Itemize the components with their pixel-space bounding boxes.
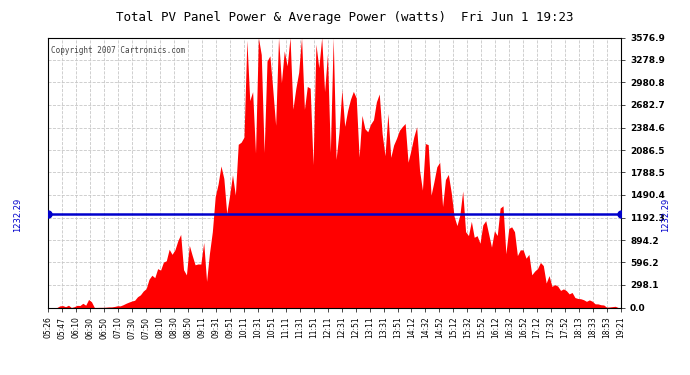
Text: Copyright 2007 Cartronics.com: Copyright 2007 Cartronics.com	[51, 46, 186, 55]
Text: 1232.29: 1232.29	[12, 197, 22, 232]
Text: 1232.29: 1232.29	[661, 197, 671, 232]
Text: Total PV Panel Power & Average Power (watts)  Fri Jun 1 19:23: Total PV Panel Power & Average Power (wa…	[116, 11, 574, 24]
